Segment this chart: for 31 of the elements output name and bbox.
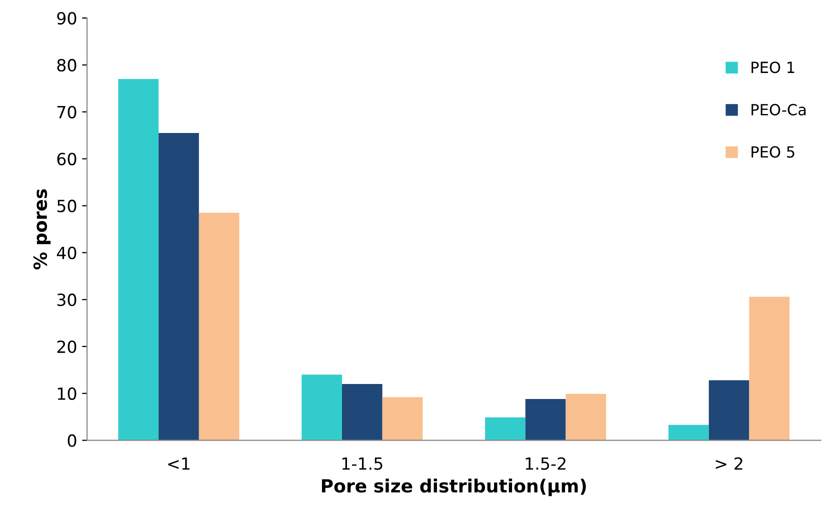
y-tick-label: 50 [57,200,76,212]
bar [749,296,790,440]
bar [566,394,606,440]
legend-label: PEO-Ca [752,104,806,116]
bar [382,397,423,440]
y-tick-label: 60 [57,152,76,166]
y-tick-label: 70 [57,106,76,118]
x-tick-label: > 2 [716,457,742,470]
y-tick-label: 80 [57,58,76,72]
x-axis-title: Pore size distribution(µm) [322,478,586,496]
bar [342,384,382,440]
bar [485,417,526,440]
y-tick-label: 40 [56,246,76,260]
bar [668,424,709,440]
y-axis-title: % pores [33,189,51,270]
x-tick-label: 1.5-2 [526,457,566,470]
y-tick-label: 20 [57,340,76,354]
bar [198,212,240,440]
legend-label: PEO 1 [752,62,794,74]
x-tick-label: <1 [168,458,190,470]
bar [525,399,566,440]
bar [118,79,159,440]
y-tick-label: 10 [58,387,76,400]
bar [158,132,199,440]
y-tick-label: 30 [57,294,76,306]
bar [302,374,342,440]
legend-label: PEO 5 [752,146,794,158]
x-tick-label: 1-1.5 [342,458,382,470]
y-tick-label: 0 [68,434,76,447]
bar [708,380,750,440]
y-tick-label: 90 [57,12,76,25]
